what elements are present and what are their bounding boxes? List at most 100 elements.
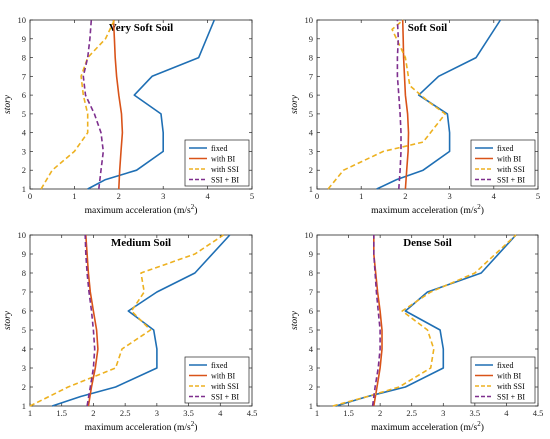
y-axis-label: story bbox=[290, 94, 300, 114]
y-tick-label: 3 bbox=[22, 146, 26, 156]
x-tick-label: 5 bbox=[250, 191, 254, 201]
series-line-fixed bbox=[51, 234, 231, 407]
y-tick-label: 2 bbox=[22, 165, 26, 175]
chart-title: Medium Soil bbox=[111, 237, 171, 249]
x-tick-label: 4.5 bbox=[247, 408, 258, 418]
series-line-with-ssi bbox=[327, 19, 447, 190]
chart-panel-3: 1 1.5 2 2.5 3 3.5 4 4.5 1 2 3 4 5 6 7 8 9 10 Medium Soil ma… bbox=[3, 230, 257, 433]
y-tick-label: 7 bbox=[309, 71, 313, 81]
series-line-ssi-bi bbox=[82, 19, 105, 190]
y-tick-label: 5 bbox=[309, 109, 313, 119]
series-line-with-ssi bbox=[40, 19, 116, 190]
y-tick-label: 8 bbox=[22, 268, 26, 278]
chart-panel-4: 1 1.5 2 2.5 3 3.5 4 4.5 1 2 3 4 5 6 7 8 9 10 Dense Soil max… bbox=[290, 230, 543, 433]
y-tick-label: 9 bbox=[309, 34, 313, 44]
series-line-ssi-bi bbox=[396, 19, 402, 190]
series-line-fixed bbox=[376, 19, 502, 190]
y-tick-label: 7 bbox=[22, 71, 26, 81]
x-tick-label: 4 bbox=[218, 408, 223, 418]
series-line-ssi-bi bbox=[371, 235, 381, 407]
x-tick-label: 3 bbox=[155, 408, 159, 418]
legend-entry: fixed bbox=[497, 144, 513, 153]
y-tick-label: 2 bbox=[22, 382, 26, 392]
y-tick-label: 9 bbox=[309, 249, 313, 259]
y-tick-label: 7 bbox=[309, 287, 313, 297]
legend-box bbox=[184, 139, 250, 187]
x-tick-label: 1 bbox=[72, 191, 76, 201]
x-axis-label: maximum acceleration (m/s2) bbox=[85, 203, 198, 216]
y-tick-label: 6 bbox=[309, 90, 313, 100]
y-tick-label: 9 bbox=[22, 34, 26, 44]
legend-entry: with BI bbox=[497, 372, 522, 381]
legend-entry: with SSI bbox=[497, 165, 525, 174]
y-axis-label: story bbox=[3, 310, 13, 330]
y-tick-label: 1 bbox=[22, 401, 26, 411]
x-tick-label: 5 bbox=[536, 191, 540, 201]
y-tick-label: 1 bbox=[309, 184, 313, 194]
y-tick-label: 10 bbox=[305, 15, 314, 25]
legend-entry: SSI + BI bbox=[497, 393, 525, 402]
legend-entry: with BI bbox=[497, 155, 522, 164]
y-tick-label: 8 bbox=[22, 53, 26, 63]
y-tick-label: 8 bbox=[309, 268, 313, 278]
series-line-with-bi bbox=[85, 234, 99, 407]
chart-title: Soft Soil bbox=[408, 22, 447, 34]
y-tick-label: 5 bbox=[22, 325, 26, 335]
x-tick-label: 2.5 bbox=[120, 408, 131, 418]
x-tick-label: 4 bbox=[492, 191, 497, 201]
legend-entry: fixed bbox=[211, 361, 227, 370]
y-tick-label: 6 bbox=[22, 306, 26, 316]
chart-title: Dense Soil bbox=[403, 237, 452, 249]
y-tick-label: 4 bbox=[309, 344, 314, 354]
x-tick-label: 4.5 bbox=[533, 408, 544, 418]
x-tick-label: 3 bbox=[161, 191, 165, 201]
x-tick-label: 2 bbox=[91, 408, 95, 418]
y-tick-label: 6 bbox=[22, 90, 26, 100]
legend-entry: fixed bbox=[211, 144, 227, 153]
y-tick-label: 7 bbox=[22, 287, 26, 297]
legend-entry: SSI + BI bbox=[211, 393, 239, 402]
series-line-with-bi bbox=[112, 19, 124, 190]
series-line-with-bi bbox=[372, 235, 383, 407]
y-tick-label: 4 bbox=[309, 128, 314, 138]
x-tick-label: 1.5 bbox=[343, 408, 354, 418]
chart-title: Very Soft Soil bbox=[109, 22, 173, 34]
series-line-ssi-bi bbox=[84, 234, 96, 407]
x-tick-label: 0 bbox=[28, 191, 32, 201]
legend-entry: with SSI bbox=[211, 382, 239, 391]
y-tick-label: 5 bbox=[22, 109, 26, 119]
y-tick-label: 3 bbox=[309, 363, 313, 373]
x-tick-label: 2 bbox=[378, 408, 382, 418]
plot-frame bbox=[316, 19, 539, 190]
x-tick-label: 3 bbox=[447, 191, 451, 201]
x-tick-label: 3 bbox=[441, 408, 445, 418]
series-line-fixed bbox=[87, 19, 216, 190]
x-tick-label: 2.5 bbox=[406, 408, 417, 418]
series-line-with-ssi bbox=[332, 234, 517, 407]
plot-frame bbox=[29, 19, 253, 190]
x-tick-label: 3.5 bbox=[470, 408, 481, 418]
y-tick-label: 1 bbox=[22, 184, 26, 194]
y-tick-label: 3 bbox=[309, 146, 313, 156]
x-tick-label: 2 bbox=[403, 191, 407, 201]
y-tick-label: 2 bbox=[309, 165, 313, 175]
y-tick-label: 10 bbox=[305, 230, 314, 240]
legend-entry: with SSI bbox=[211, 165, 239, 174]
x-axis-label: maximum acceleration (m/s2) bbox=[371, 420, 484, 433]
x-tick-label: 2 bbox=[117, 191, 121, 201]
legend-entry: SSI + BI bbox=[497, 176, 525, 185]
plot-frame bbox=[316, 234, 539, 407]
x-tick-label: 1 bbox=[315, 408, 319, 418]
y-tick-label: 2 bbox=[309, 382, 313, 392]
x-tick-label: 4 bbox=[504, 408, 509, 418]
y-tick-label: 10 bbox=[18, 230, 27, 240]
y-tick-label: 4 bbox=[22, 128, 27, 138]
legend-entry: with BI bbox=[211, 155, 236, 164]
